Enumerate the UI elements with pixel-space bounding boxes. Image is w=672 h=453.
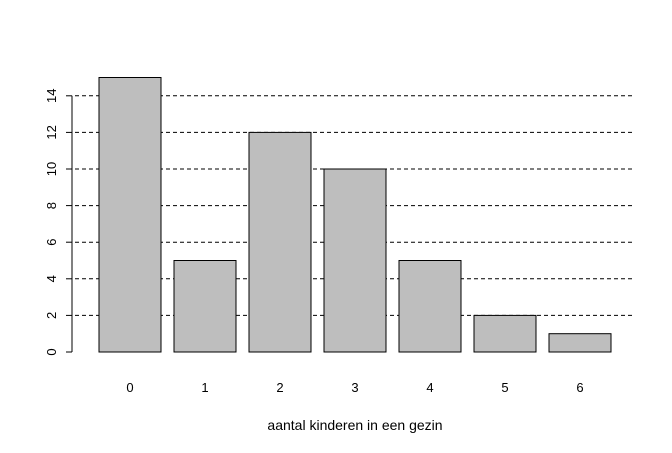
y-tick-label-0: 0 [44,348,59,355]
x-tick-label-2: 2 [276,380,283,395]
bar-0 [98,77,162,353]
bar-1 [173,260,237,353]
gridlines [75,95,632,316]
x-tick-label-3: 3 [351,380,358,395]
x-tick-label-0: 0 [126,380,133,395]
x-tick-label-4: 4 [426,380,433,395]
bar-4 [398,260,462,353]
y-tick-label-10: 10 [44,162,59,176]
y-tick-label-8: 8 [44,202,59,209]
bar-3 [323,168,387,353]
bar-5 [473,314,537,353]
x-tick-label-5: 5 [501,380,508,395]
y-tick-label-12: 12 [44,125,59,139]
y-tick-label-2: 2 [44,312,59,319]
y-tick-label-4: 4 [44,275,59,282]
y-tick-label-14: 14 [44,89,59,103]
x-axis-title: aantal kinderen in een gezin [267,417,442,433]
x-tick-labels: 0 1 2 3 4 5 6 [126,380,583,395]
y-tick-label-6: 6 [44,239,59,246]
bars [98,77,612,353]
bar-6 [548,333,612,353]
x-tick-label-1: 1 [201,380,208,395]
y-axis: 0 2 4 6 8 10 12 14 [44,89,73,356]
x-tick-label-6: 6 [576,380,583,395]
bar-2 [248,131,312,353]
